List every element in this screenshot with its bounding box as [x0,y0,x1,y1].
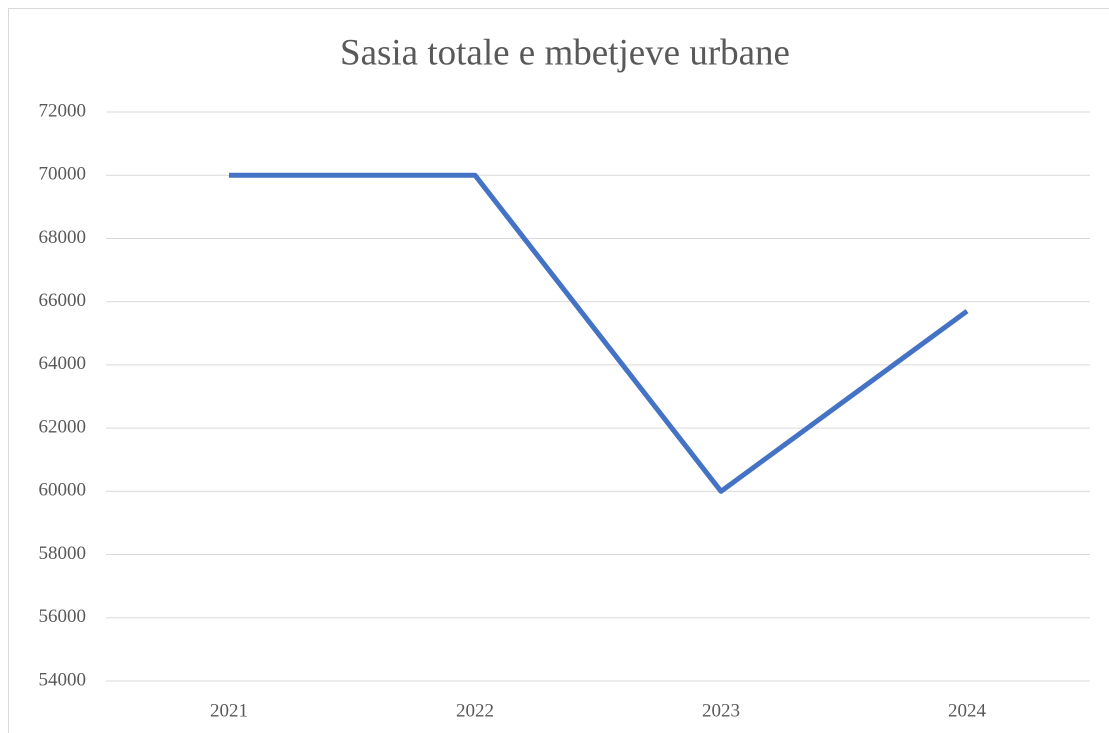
chart-title: Sasia totale e mbetjeve urbane [340,32,790,73]
y-tick-label: 58000 [39,543,87,564]
chart-frame [8,8,1109,733]
y-tick-label: 66000 [39,290,87,311]
y-tick-label: 64000 [39,353,87,374]
x-tick-label: 2023 [702,700,740,721]
x-tick-label: 2022 [456,700,494,721]
x-tick-label: 2021 [210,700,248,721]
y-tick-label: 60000 [39,480,87,501]
y-tick-label: 68000 [39,227,87,248]
y-tick-label: 62000 [39,416,87,437]
data-line [229,172,969,494]
y-tick-label: 70000 [39,164,87,185]
x-tick-label: 2024 [948,700,987,721]
y-tick-label: 54000 [39,669,87,690]
y-tick-label: 72000 [39,100,87,121]
y-tick-label: 56000 [39,606,87,627]
